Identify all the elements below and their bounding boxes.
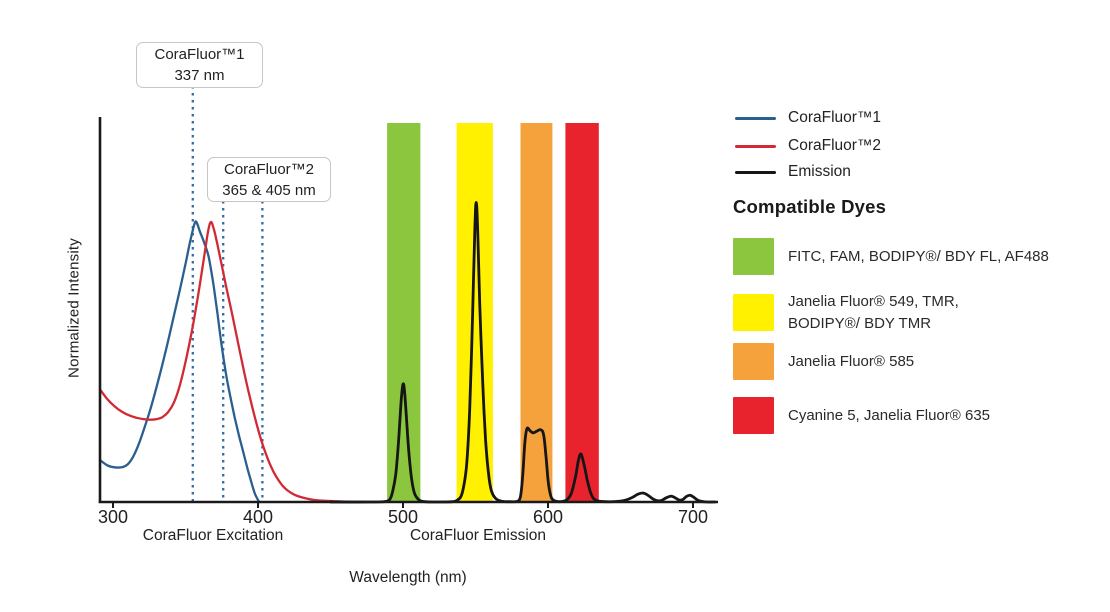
callout-title: CoraFluor™1	[154, 46, 245, 63]
y-axis-label: Normalized Intensity	[65, 238, 83, 378]
dye-item-orange: Janelia Fluor® 585	[733, 343, 914, 380]
excitation-axis-label: CoraFluor Excitation	[142, 527, 284, 544]
dye-item-green: FITC, FAM, BODIPY®/ BDY FL, AF488	[733, 238, 1049, 275]
callout-wavelength: 337 nm	[174, 67, 225, 84]
callout-wavelength: 365 & 405 nm	[222, 181, 316, 199]
compatible-dyes-heading: Compatible Dyes	[733, 196, 887, 217]
x-tick-label-500: 500	[387, 507, 419, 527]
dye-label-line: Janelia Fluor® 549, TMR,	[788, 293, 959, 310]
legend-line-red	[735, 144, 776, 148]
curve-excitation-corafluor1	[98, 220, 261, 504]
curve-excitation-corafluor2	[98, 220, 364, 504]
legend-item-corafluor2: CoraFluor™2	[735, 137, 882, 154]
dye-label: FITC, FAM, BODIPY®/ BDY FL, AF488	[788, 246, 1049, 268]
dye-label-line: FITC, FAM, BODIPY®/ BDY FL, AF488	[788, 247, 1049, 265]
dye-swatch-red	[733, 397, 774, 434]
dye-label-line: BODIPY®/ BDY TMR	[788, 314, 932, 332]
x-tick-label-700: 700	[677, 507, 709, 527]
dye-label: Janelia Fluor® 585	[788, 351, 914, 373]
x-tick-label-300: 300	[97, 507, 129, 527]
band-1	[456, 123, 493, 503]
x-tick-label-600: 600	[532, 507, 564, 527]
band-0	[387, 123, 421, 503]
dye-swatch-orange	[733, 343, 774, 380]
legend-line-blue	[735, 116, 776, 120]
dye-swatch-yellow	[733, 294, 774, 332]
callout-corafluor1-337nm: CoraFluor™1 337 nm	[136, 42, 263, 88]
callout-title: CoraFluor™2	[223, 160, 315, 178]
legend-label: CoraFluor™2	[788, 137, 882, 154]
x-tick-label-400: 400	[242, 507, 274, 527]
legend-item-emission: Emission	[735, 163, 851, 180]
dye-label-line: Cyanine 5, Janelia Fluor® 635	[788, 406, 991, 424]
band-3	[565, 123, 599, 503]
legend-label: Emission	[788, 163, 851, 180]
dye-label-line: Janelia Fluor® 585	[788, 352, 915, 370]
emission-axis-label: CoraFluor Emission	[409, 527, 547, 544]
dye-label: Cyanine 5, Janelia Fluor® 635	[788, 405, 990, 427]
legend-item-corafluor1: CoraFluor™1	[735, 109, 882, 126]
x-axis-label: Wavelength (nm)	[349, 569, 467, 586]
dye-item-yellow: Janelia Fluor® 549, TMR, BODIPY®/ BDY TM…	[733, 291, 959, 335]
dye-item-red: Cyanine 5, Janelia Fluor® 635	[733, 397, 990, 434]
callout-corafluor2-365-405nm: CoraFluor™2 365 & 405 nm	[207, 157, 331, 202]
dye-label: Janelia Fluor® 549, TMR, BODIPY®/ BDY TM…	[788, 291, 959, 335]
legend-line-black	[735, 170, 776, 174]
dye-swatch-green	[733, 238, 774, 275]
legend-label: CoraFluor™1	[788, 109, 882, 126]
dye-bands	[387, 123, 599, 503]
